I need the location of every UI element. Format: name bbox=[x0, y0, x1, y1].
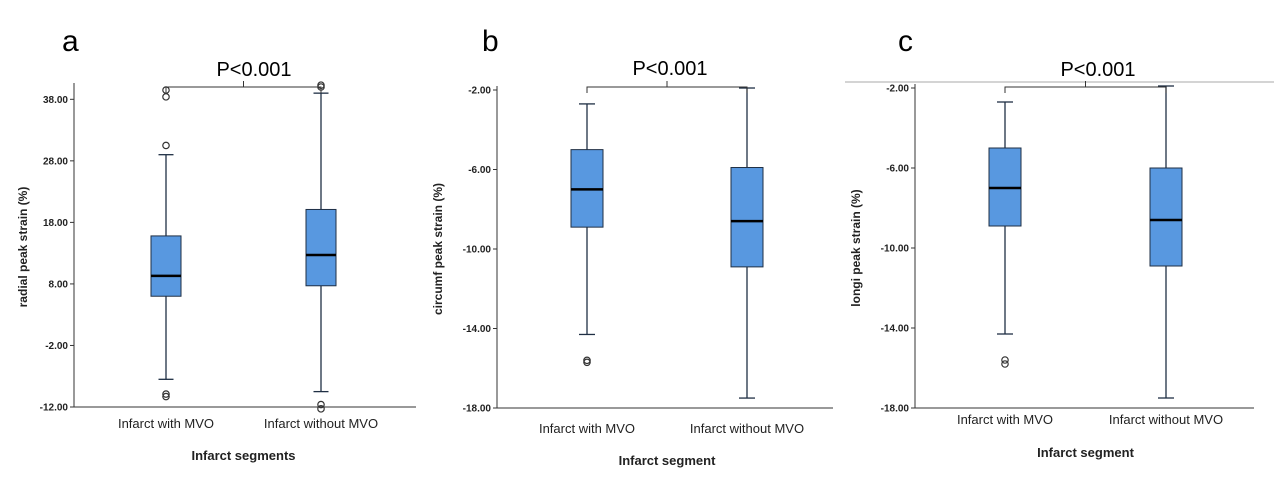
y-tick-label: -10.00 bbox=[881, 244, 910, 255]
category-label: Infarct with MVO bbox=[957, 412, 1053, 427]
p-value-label: P<0.001 bbox=[1060, 59, 1135, 81]
panel-letter: b bbox=[482, 25, 499, 58]
outlier-point bbox=[1001, 356, 1009, 364]
category-label: Infarct without MVO bbox=[264, 416, 378, 431]
y-tick-label: -6.00 bbox=[468, 165, 491, 176]
box-without-mvo bbox=[305, 81, 337, 413]
outlier-point bbox=[162, 390, 170, 398]
x-axis-label: Infarct segment bbox=[619, 453, 716, 468]
y-tick-label: -14.00 bbox=[463, 324, 492, 335]
significance-bracket bbox=[165, 81, 322, 93]
outlier-point bbox=[162, 141, 170, 150]
box-with-mvo bbox=[570, 103, 604, 367]
iqr-box bbox=[730, 167, 764, 268]
y-tick-label: -14.00 bbox=[881, 324, 910, 335]
p-value-label: P<0.001 bbox=[216, 59, 291, 81]
y-axis-label: radial peak strain (%) bbox=[16, 187, 30, 308]
panel-c: -18.00 -14.00 -10.00 -6.00 -2.00 Infarct with… bbox=[849, 25, 1254, 460]
box-without-mvo bbox=[730, 87, 764, 399]
y-tick-label: -2.00 bbox=[45, 341, 68, 352]
y-tick-label: -18.00 bbox=[881, 404, 910, 415]
box-with-mvo bbox=[150, 86, 182, 401]
panel-a: -12.00 -2.00 8.00 18.00 28.00 38.00 Infarct wi… bbox=[16, 25, 416, 463]
category-label: Infarct with MVO bbox=[118, 416, 214, 431]
box-with-mvo bbox=[988, 101, 1022, 368]
outlier-point bbox=[317, 400, 325, 409]
outlier-point bbox=[583, 358, 591, 367]
outlier-point bbox=[317, 405, 325, 413]
y-axis-label: longi peak strain (%) bbox=[849, 189, 863, 306]
y-tick-label: -2.00 bbox=[886, 84, 909, 95]
box-without-mvo bbox=[1149, 85, 1183, 399]
category-label: Infarct without MVO bbox=[690, 421, 804, 436]
y-tick-label: -18.00 bbox=[463, 404, 492, 415]
outlier-point bbox=[1001, 360, 1009, 368]
y-tick-label: 28.00 bbox=[43, 156, 68, 167]
y-tick-label: 18.00 bbox=[43, 218, 68, 229]
iqr-box bbox=[1149, 167, 1183, 267]
panel-b: -18.00 -14.00 -10.00 -6.00 -2.00 Infarct with… bbox=[431, 25, 833, 468]
significance-bracket bbox=[586, 81, 748, 93]
category-label: Infarct with MVO bbox=[539, 421, 635, 436]
y-tick-label: -6.00 bbox=[886, 164, 909, 175]
y-tick-label: -10.00 bbox=[463, 245, 492, 256]
y-tick-label: -2.00 bbox=[468, 86, 491, 97]
significance-bracket bbox=[1004, 81, 1167, 93]
category-label: Infarct without MVO bbox=[1109, 412, 1223, 427]
x-axis-label: Infarct segments bbox=[191, 448, 295, 463]
y-tick-label: 38.00 bbox=[43, 95, 68, 106]
panel-letter: c bbox=[898, 25, 913, 58]
y-tick-label: -12.00 bbox=[40, 403, 69, 414]
panel-letter: a bbox=[62, 25, 79, 58]
outlier-point bbox=[162, 392, 170, 401]
iqr-box bbox=[305, 208, 337, 287]
y-axis-label: circumf peak strain (%) bbox=[431, 183, 445, 315]
y-tick-label: 8.00 bbox=[49, 279, 69, 290]
x-axis-label: Infarct segment bbox=[1037, 445, 1134, 460]
p-value-label: P<0.001 bbox=[632, 58, 707, 80]
iqr-box bbox=[150, 235, 182, 297]
outlier-point bbox=[162, 93, 170, 101]
